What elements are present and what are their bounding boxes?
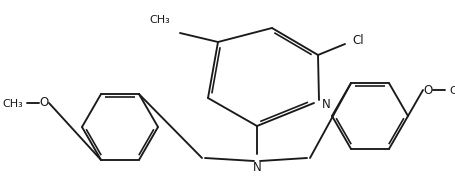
Text: CH₃: CH₃ bbox=[149, 15, 170, 25]
Text: O: O bbox=[39, 97, 49, 110]
Text: N: N bbox=[252, 161, 261, 174]
Text: N: N bbox=[321, 97, 330, 110]
Text: CH₃: CH₃ bbox=[448, 86, 455, 96]
Text: O: O bbox=[422, 84, 432, 97]
Text: Cl: Cl bbox=[351, 34, 363, 47]
Text: CH₃: CH₃ bbox=[2, 99, 23, 109]
